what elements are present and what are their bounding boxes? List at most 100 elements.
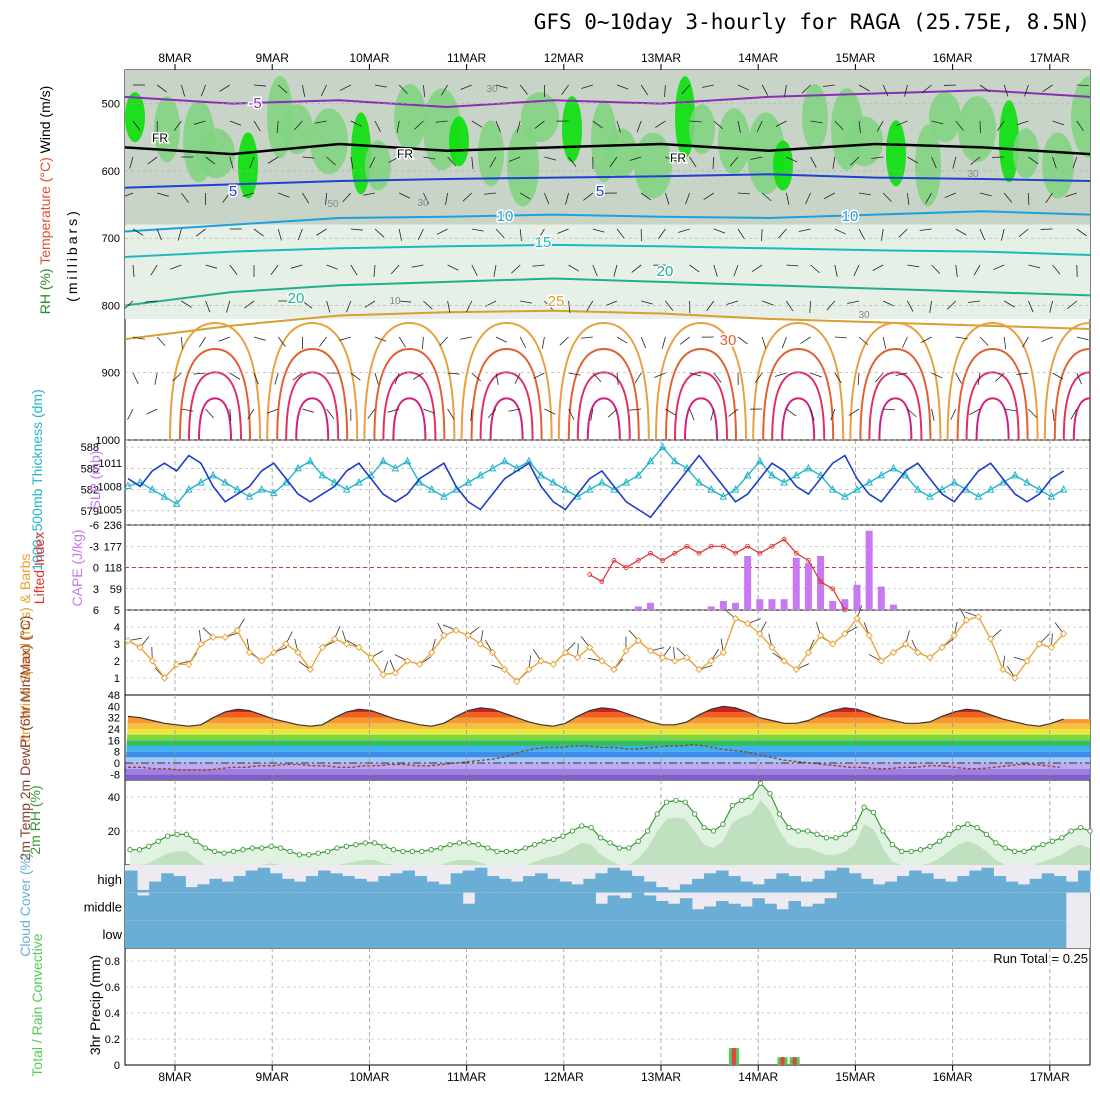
isotherm-20 — [125, 277, 1090, 307]
wind-barb — [471, 372, 481, 382]
wind-speed-point — [695, 665, 703, 674]
wind-barb — [685, 192, 690, 205]
wind-barb — [1070, 408, 1078, 420]
thickness-point — [415, 477, 424, 486]
upper-air-content — [125, 70, 1090, 440]
cloud-bar-high — [161, 873, 174, 893]
cloud-bar-high — [486, 876, 500, 893]
wind-barb — [146, 408, 158, 415]
wind-barb — [508, 408, 521, 412]
wind-barb — [882, 84, 889, 97]
wind-speed-point — [683, 653, 691, 662]
cloud-bar-low — [559, 920, 572, 948]
panel-border-thickness-slp — [124, 439, 1091, 526]
wind-barb — [511, 264, 521, 274]
cloud-bar-middle — [125, 892, 138, 921]
cloud-bar-low — [704, 920, 717, 948]
wind-speed-point — [707, 657, 715, 665]
wind-barb — [895, 372, 908, 376]
wind-barb — [398, 84, 408, 95]
rh-point — [908, 848, 914, 855]
wind-barb — [973, 264, 981, 276]
panel-content: -5 FR FR FR 5 5 10 10 15 20 20 25 30 30 50 30 30 30 10 — [124, 70, 1093, 1065]
rh-blob — [1042, 132, 1074, 199]
wind-speed-point — [999, 665, 1007, 674]
wind-barb — [411, 264, 424, 268]
wind-barb — [200, 84, 206, 97]
wind-barb — [969, 408, 981, 415]
wind-barb — [316, 228, 327, 236]
wind-barb — [471, 120, 483, 128]
cloud-bar-middle — [752, 898, 765, 921]
wind-barb — [541, 336, 545, 349]
wind-barb — [634, 372, 642, 384]
wind-speed-point — [549, 660, 557, 669]
thickness-point — [476, 470, 485, 479]
cloud-bar-middle — [897, 892, 910, 921]
cloud-bar-high — [185, 887, 198, 893]
y-tick-label: 1000 — [96, 435, 120, 447]
wind-barb — [701, 84, 714, 88]
wind-barb — [423, 408, 435, 414]
thickness-point — [379, 456, 387, 465]
wind-barb — [447, 408, 455, 420]
diurnal-isotherm — [975, 397, 1010, 440]
cloud-bar-high — [679, 884, 693, 893]
y-tick-labels: 5006007008009001000588585582579101110081… — [81, 99, 123, 1072]
thickness-point — [488, 463, 497, 472]
temp-band — [125, 729, 1090, 735]
wind-barb — [374, 84, 387, 88]
y-tick-right: 236 — [104, 520, 122, 532]
y-tick-label: 40 — [108, 792, 120, 804]
cloud-bar-middle — [836, 892, 850, 921]
run-total-label: Run Total = 0.25 — [993, 951, 1088, 966]
wind-barb — [266, 408, 279, 414]
rh-point — [663, 799, 670, 805]
cape-bar — [829, 600, 837, 610]
wind-barb — [326, 300, 331, 313]
diurnal-isotherm — [489, 397, 524, 440]
cloud-bar-high — [836, 867, 850, 893]
rh-blob — [154, 96, 180, 163]
cloud-bar-low — [824, 920, 838, 948]
wind-barb — [229, 156, 234, 169]
wind-barb — [339, 84, 351, 91]
wind-barb — [1045, 192, 1053, 204]
wind-barb — [447, 372, 460, 375]
thickness-point — [1035, 484, 1044, 493]
cape-ylabel: CAPE (J/kg) — [69, 529, 85, 606]
wind-barb — [922, 84, 932, 93]
wind-barb — [350, 156, 354, 169]
cloud-bar-low — [233, 920, 247, 948]
cloud-bar-middle — [595, 903, 608, 921]
rh-blob — [281, 104, 313, 155]
wind-barb — [253, 372, 259, 385]
wind-barb — [979, 336, 989, 346]
wind-barb — [229, 120, 242, 126]
wind-barb — [489, 156, 497, 168]
rh-blob — [449, 116, 469, 167]
wind-barb — [516, 120, 521, 133]
wind-barb — [414, 120, 424, 130]
cloud-bar-high — [318, 870, 331, 893]
thickness-point — [889, 463, 898, 472]
wind-speed-point — [1035, 640, 1043, 648]
cloud-bar-low — [281, 920, 295, 948]
cloud-bar-high — [125, 870, 138, 893]
wind-barb — [703, 192, 715, 200]
wind-barb — [557, 228, 569, 234]
rh-point — [579, 823, 585, 829]
wind-speed-point — [513, 677, 521, 686]
temp-band — [125, 774, 1090, 780]
rh-point — [513, 848, 519, 855]
contour-label-temperature: 15 — [535, 234, 552, 251]
thickness-point — [1047, 492, 1056, 500]
cloud-bar-low — [848, 920, 862, 948]
thickness-point — [148, 484, 157, 493]
cloud-bar-low — [788, 920, 801, 948]
rh-blob — [238, 132, 258, 199]
wind-barb — [882, 336, 887, 349]
cloud-bar-middle — [909, 892, 922, 921]
wind-speed-point — [367, 653, 375, 662]
diurnal-isotherm — [781, 397, 816, 440]
